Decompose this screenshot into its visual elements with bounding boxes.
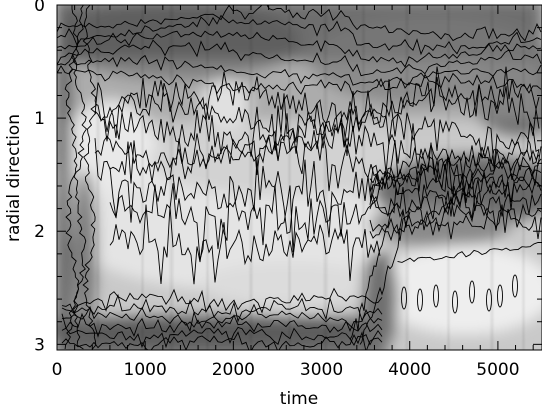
contour-loop [469, 280, 475, 304]
y-tick-label: 2 [34, 222, 45, 242]
y-axis-label: radial direction [4, 114, 24, 242]
contour-loop [512, 274, 518, 298]
contour-line-transition [349, 183, 401, 340]
contour-loop [497, 284, 503, 308]
x-tick-label: 4000 [388, 360, 431, 380]
contour-line-left [64, 5, 80, 350]
contour-line-transition [359, 211, 411, 345]
x-tick-label: 0 [52, 360, 63, 380]
contour-line-bottom [61, 293, 383, 323]
contour-line-center [109, 204, 381, 285]
contour-line-top [57, 5, 542, 42]
contour-line-right [369, 179, 542, 231]
contour-line-mid [94, 120, 540, 194]
contour-line-mid [94, 76, 540, 151]
heatmap-field [57, 5, 542, 350]
contour-line-bottom [61, 303, 383, 333]
contour-loop [433, 284, 439, 308]
contour-line-top [57, 30, 542, 68]
contour-lines [57, 5, 542, 350]
y-tick-label: 3 [34, 335, 45, 355]
contour-loop [401, 286, 407, 310]
x-axis-label: time [280, 389, 318, 409]
x-tick-label: 3000 [300, 360, 343, 380]
x-axis: 0 1000 2000 3000 4000 5000 [52, 5, 534, 380]
contour-line-mid [94, 113, 540, 183]
contour-line-center [109, 176, 381, 260]
contour-line-top [57, 54, 542, 88]
y-tick-label: 1 [34, 109, 45, 129]
x-tick-label: 2000 [212, 360, 255, 380]
x-tick-label: 1000 [124, 360, 167, 380]
plot-frame [56, 4, 542, 351]
y-axis: 0 1 2 3 [34, 0, 542, 355]
contour-loop [486, 288, 492, 312]
contour-line-top [57, 39, 542, 77]
contour-line-right [369, 181, 542, 220]
contour-line-mid [94, 90, 540, 169]
y-tick-label: 0 [34, 0, 45, 16]
contour-line-right [369, 157, 542, 194]
contour-line-top [57, 64, 542, 97]
contour-line-right [369, 196, 542, 241]
contour-loop [452, 290, 458, 314]
x-tick-label: 5000 [476, 360, 519, 380]
contour-line-bottom [61, 287, 383, 315]
contour-line-left [72, 5, 88, 350]
contour-line-bottom [61, 331, 383, 350]
contour-line-bottom [61, 326, 383, 349]
contour-loop [417, 288, 423, 312]
contour-line-left [82, 5, 98, 350]
contour-line-bottom [61, 312, 383, 338]
contour-line-region [397, 241, 542, 263]
contour-line-right [369, 204, 542, 242]
